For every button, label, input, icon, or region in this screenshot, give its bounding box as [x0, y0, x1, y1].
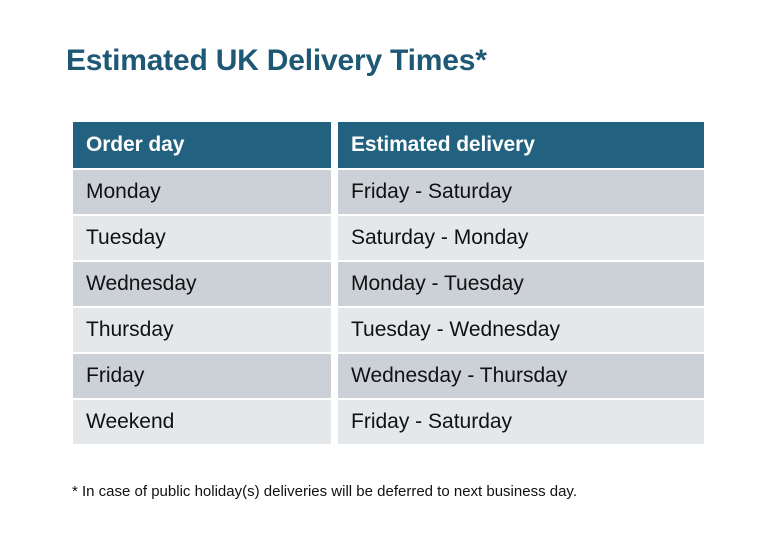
table-row: Thursday Tuesday - Wednesday: [73, 308, 704, 352]
table-row: Weekend Friday - Saturday: [73, 400, 704, 444]
table-row: Friday Wednesday - Thursday: [73, 354, 704, 398]
cell-order-day: Thursday: [73, 308, 331, 352]
table-row: Wednesday Monday - Tuesday: [73, 262, 704, 306]
table-row: Monday Friday - Saturday: [73, 170, 704, 214]
cell-estimated-delivery: Friday - Saturday: [338, 400, 704, 444]
cell-order-day: Friday: [73, 354, 331, 398]
cell-order-day: Weekend: [73, 400, 331, 444]
column-header-order-day: Order day: [73, 122, 331, 168]
page-title: Estimated UK Delivery Times*: [66, 44, 487, 77]
cell-estimated-delivery: Saturday - Monday: [338, 216, 704, 260]
table-body: Monday Friday - Saturday Tuesday Saturda…: [73, 170, 704, 444]
cell-order-day: Wednesday: [73, 262, 331, 306]
cell-estimated-delivery: Friday - Saturday: [338, 170, 704, 214]
table-header: Order day Estimated delivery: [73, 122, 704, 168]
column-header-estimated-delivery: Estimated delivery: [338, 122, 704, 168]
cell-estimated-delivery: Wednesday - Thursday: [338, 354, 704, 398]
cell-order-day: Monday: [73, 170, 331, 214]
table-row: Tuesday Saturday - Monday: [73, 216, 704, 260]
delivery-times-table: Order day Estimated delivery Monday Frid…: [66, 120, 711, 446]
cell-order-day: Tuesday: [73, 216, 331, 260]
cell-estimated-delivery: Monday - Tuesday: [338, 262, 704, 306]
cell-estimated-delivery: Tuesday - Wednesday: [338, 308, 704, 352]
footnote-text: * In case of public holiday(s) deliverie…: [72, 483, 577, 500]
table-header-row: Order day Estimated delivery: [73, 122, 704, 168]
